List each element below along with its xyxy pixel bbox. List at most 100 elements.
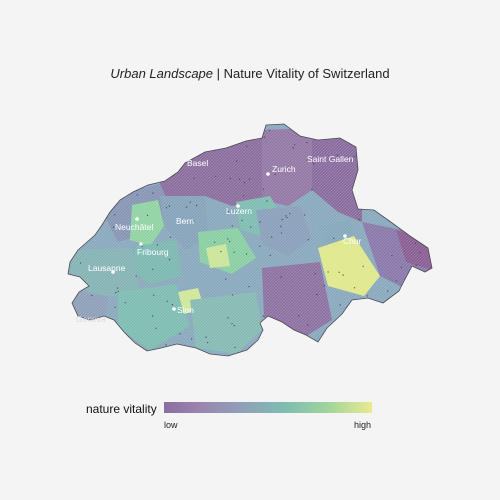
sample-dot: [327, 271, 329, 273]
sample-dot: [247, 136, 249, 138]
sample-dot: [112, 331, 115, 333]
sample-dot: [391, 255, 393, 257]
sample-dot: [190, 338, 193, 340]
city-dot-fribourg: [139, 242, 143, 246]
sample-dot: [182, 129, 185, 131]
sample-dot: [340, 336, 343, 339]
sample-dot: [281, 218, 283, 221]
sample-dot: [248, 285, 250, 288]
sample-dot: [225, 278, 227, 280]
legend-high-label: high: [354, 420, 372, 430]
sample-dot: [228, 144, 230, 146]
sample-dot: [280, 232, 283, 234]
sample-dot: [165, 207, 168, 209]
sample-dot: [152, 192, 154, 194]
sample-dot: [227, 317, 229, 319]
sample-dot: [165, 344, 167, 346]
sample-dot: [156, 244, 159, 246]
sample-dot: [146, 214, 149, 217]
sample-dot: [280, 225, 282, 228]
sample-dot: [79, 262, 82, 264]
sample-dot: [262, 315, 265, 317]
sample-dot: [304, 214, 306, 216]
sample-dot: [229, 177, 232, 180]
sample-dot: [419, 251, 421, 254]
sample-dot: [238, 178, 241, 180]
sample-dot: [235, 160, 238, 162]
sample-dot: [333, 237, 335, 239]
sample-dot: [413, 199, 415, 201]
sample-dot: [171, 304, 174, 306]
sample-dot: [69, 236, 71, 238]
sample-dot: [266, 200, 268, 202]
sample-dot: [189, 201, 191, 203]
city-label-chur: Chur: [343, 236, 362, 246]
sample-dot: [205, 336, 207, 338]
sample-dot: [215, 175, 217, 177]
sample-dot: [101, 352, 103, 354]
sample-dot: [113, 214, 116, 216]
sample-dot: [263, 136, 266, 138]
sample-dot: [342, 274, 344, 276]
sample-dot: [195, 204, 198, 207]
sample-dot: [392, 185, 394, 187]
sample-dot: [269, 254, 271, 257]
sample-dot: [227, 141, 230, 144]
city-dot-sion: [172, 307, 176, 311]
sample-dot: [117, 290, 119, 293]
sample-dot: [293, 144, 296, 146]
sample-dot: [403, 322, 405, 324]
sample-dot: [227, 238, 229, 240]
sample-dot: [339, 304, 341, 306]
sample-dot: [164, 178, 166, 181]
sample-dot: [71, 207, 74, 209]
sample-dot: [227, 211, 229, 213]
legend-gradient-bar: [164, 402, 372, 413]
sample-dot: [285, 215, 287, 217]
sample-dot: [97, 326, 99, 329]
sample-dot: [233, 251, 235, 253]
sample-dot: [166, 300, 168, 302]
sample-dot: [241, 219, 243, 222]
sample-dot: [99, 140, 101, 142]
sample-dot: [281, 346, 283, 348]
sample-dot: [353, 287, 356, 289]
sample-dot: [387, 290, 389, 292]
sample-dot: [292, 147, 294, 149]
sample-dot: [389, 203, 391, 205]
sample-dot: [316, 293, 318, 296]
sample-dot: [395, 280, 397, 282]
sample-dot: [259, 245, 261, 247]
sample-dot: [263, 332, 266, 335]
city-label-neuchatel: Neuchâtel: [115, 222, 153, 232]
sample-dot: [336, 154, 339, 156]
sample-dot: [372, 157, 375, 160]
sample-dot: [112, 226, 115, 228]
sample-dot: [233, 324, 235, 327]
sample-dot: [128, 124, 130, 126]
sample-dot: [231, 225, 233, 227]
sample-dot: [298, 315, 300, 317]
city-dot-luzern: [236, 204, 240, 208]
sample-dot: [100, 156, 103, 159]
sample-dot: [132, 135, 135, 138]
sample-dot: [259, 221, 261, 223]
sample-dot: [338, 271, 340, 273]
sample-dot: [262, 188, 264, 190]
sample-dot: [87, 209, 90, 211]
sample-dot: [280, 276, 282, 278]
sample-dot: [209, 131, 212, 133]
sample-dot: [155, 327, 157, 329]
sample-dot: [206, 341, 209, 344]
sample-dot: [86, 219, 88, 221]
sample-dot: [99, 161, 102, 164]
sample-dot: [323, 284, 326, 287]
sample-dot: [415, 325, 417, 327]
sample-dot: [245, 253, 248, 255]
sample-dot: [306, 159, 308, 162]
sample-dot: [101, 194, 103, 196]
sample-dot: [110, 180, 113, 182]
sample-dot: [91, 294, 93, 297]
sample-dot: [135, 275, 137, 277]
city-dot-neuchatel: [135, 217, 139, 221]
